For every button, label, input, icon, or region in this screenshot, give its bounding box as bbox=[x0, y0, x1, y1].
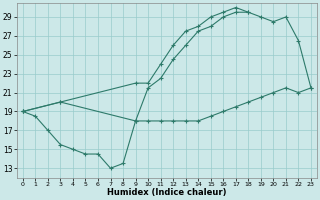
X-axis label: Humidex (Indice chaleur): Humidex (Indice chaleur) bbox=[107, 188, 227, 197]
